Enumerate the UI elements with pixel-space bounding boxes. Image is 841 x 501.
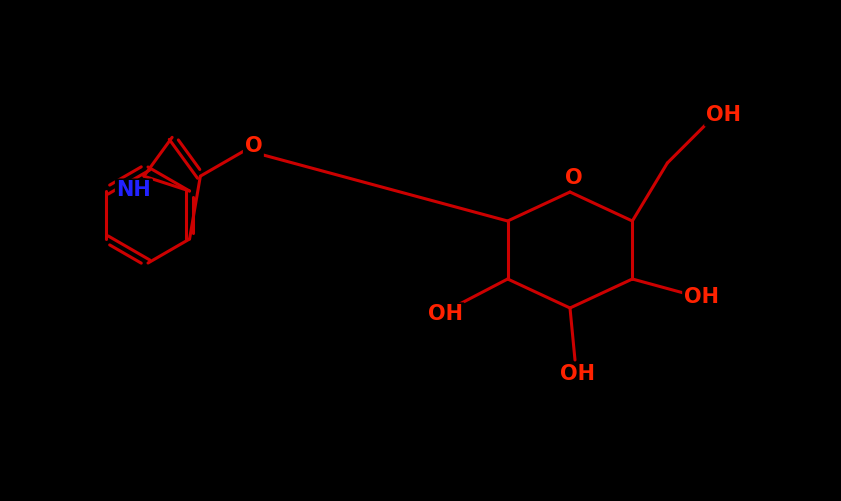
Text: O: O [565, 168, 583, 188]
Text: OH: OH [560, 364, 595, 384]
Text: NH: NH [117, 180, 151, 200]
Text: OH: OH [684, 287, 719, 307]
Text: OH: OH [428, 304, 463, 324]
Text: O: O [245, 136, 262, 156]
Text: OH: OH [706, 105, 741, 125]
